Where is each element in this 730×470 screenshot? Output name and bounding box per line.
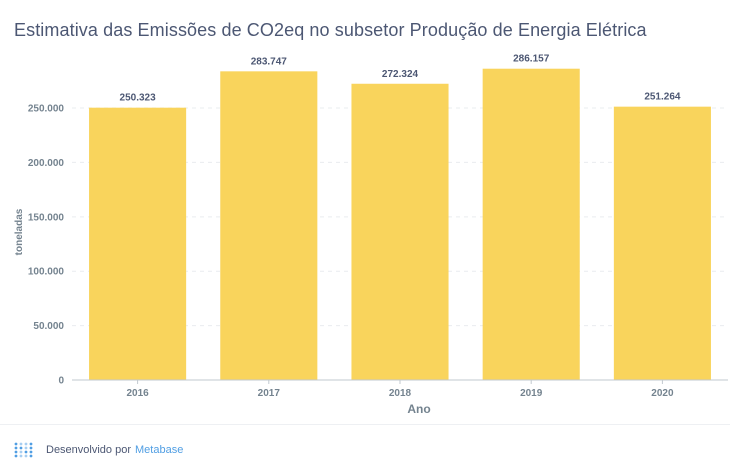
x-tick-label: 2020 — [651, 388, 674, 399]
bar-value-label: 250.323 — [120, 93, 157, 104]
metabase-logo-icon — [14, 442, 33, 458]
y-axis-label: toneladas — [14, 208, 25, 255]
bars — [89, 68, 711, 381]
bar-chart: 250.323 283.747 272.324 286.157 251.264 0 50.… — [14, 54, 728, 416]
y-tick-label: 0 — [58, 376, 64, 387]
y-axis: 0 50.000 100.000 150.000 200.000 250.000 — [28, 104, 65, 387]
bar-value-label: 272.324 — [382, 69, 419, 80]
bar[interactable] — [482, 68, 580, 381]
footer-text: Desenvolvido por — [46, 444, 131, 456]
bar-value-label: 283.747 — [251, 56, 288, 67]
bar[interactable] — [613, 106, 711, 380]
footer: Desenvolvido por Metabase — [14, 440, 183, 460]
x-tick-label: 2018 — [389, 388, 412, 399]
bar-value-label: 286.157 — [513, 54, 550, 65]
bar-value-label: 251.264 — [644, 92, 681, 103]
x-tick-label: 2017 — [258, 388, 281, 399]
y-tick-label: 100.000 — [28, 267, 65, 278]
bar[interactable] — [89, 107, 187, 380]
bar[interactable] — [351, 83, 449, 380]
data-labels: 250.323 283.747 272.324 286.157 251.264 — [120, 54, 681, 104]
y-tick-label: 250.000 — [28, 104, 65, 115]
x-axis-label: Ano — [407, 402, 430, 416]
footer-divider — [0, 424, 730, 425]
metabase-link[interactable]: Metabase — [135, 444, 184, 456]
chart-title: Estimativa das Emissões de CO2eq no subs… — [14, 20, 647, 40]
x-tick-label: 2019 — [520, 388, 543, 399]
y-tick-label: 150.000 — [28, 212, 65, 223]
y-tick-label: 50.000 — [33, 321, 64, 332]
x-axis: 2016 2017 2018 2019 2020 — [72, 379, 728, 399]
bar[interactable] — [220, 71, 318, 380]
x-tick-label: 2016 — [126, 388, 149, 399]
y-tick-label: 200.000 — [28, 158, 65, 169]
